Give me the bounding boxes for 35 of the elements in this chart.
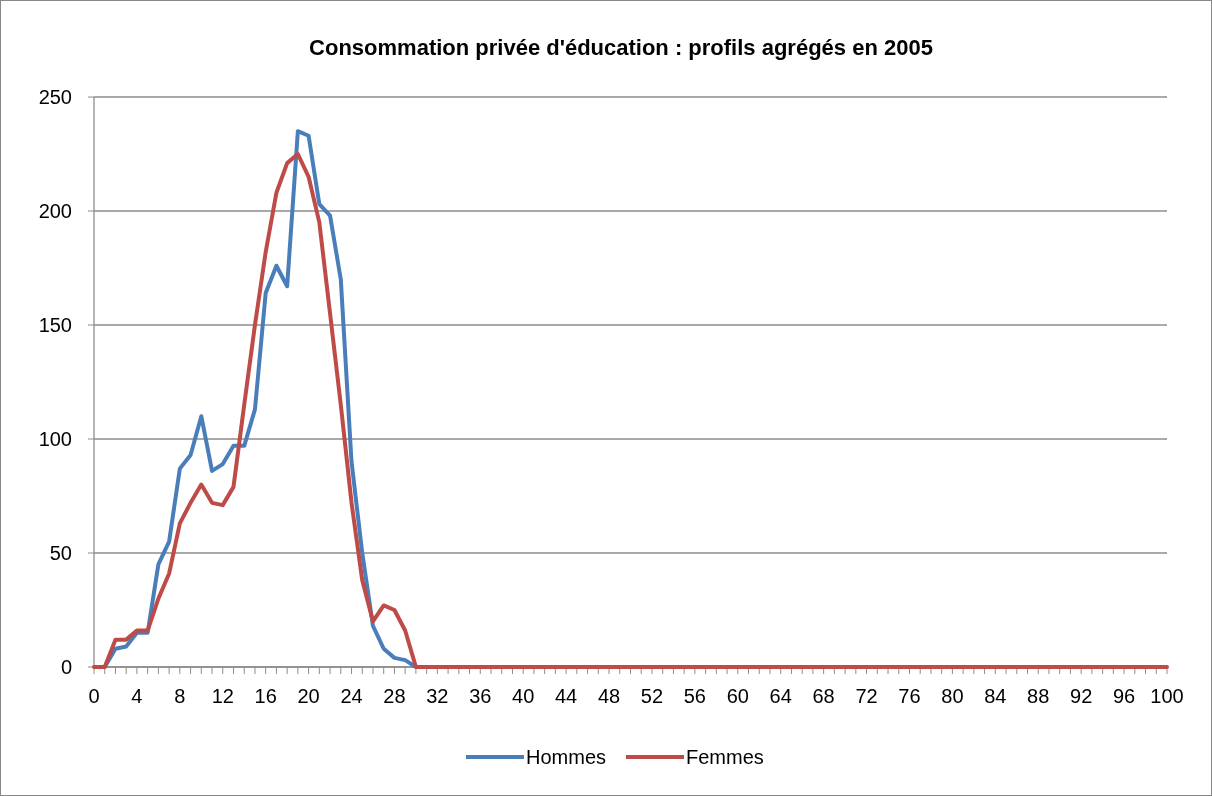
chart-title: Consommation privée d'éducation : profils agrégés en 2005 bbox=[309, 35, 933, 60]
x-tick-label: 76 bbox=[898, 685, 921, 707]
x-tick-label: 60 bbox=[726, 685, 749, 707]
x-tick-label: 8 bbox=[174, 685, 186, 707]
x-tick-label: 0 bbox=[88, 685, 100, 707]
x-tick-label: 36 bbox=[469, 685, 492, 707]
y-tick-label: 50 bbox=[49, 542, 72, 564]
x-tick-label: 16 bbox=[254, 685, 277, 707]
x-tick-label: 96 bbox=[1112, 685, 1136, 707]
x-tick-label: 28 bbox=[383, 685, 406, 707]
x-tick-label: 40 bbox=[512, 685, 535, 707]
x-tick-label: 32 bbox=[426, 685, 449, 707]
x-tick-label: 52 bbox=[640, 685, 664, 707]
x-tick-label: 48 bbox=[597, 685, 621, 707]
x-tick-label: 24 bbox=[340, 685, 363, 707]
y-tick-label: 200 bbox=[38, 200, 72, 222]
x-tick-label: 92 bbox=[1070, 685, 1093, 707]
y-tick-label: 250 bbox=[38, 86, 72, 108]
y-tick-label: 0 bbox=[60, 656, 72, 678]
x-tick-label: 4 bbox=[131, 685, 143, 707]
x-tick-label: 80 bbox=[941, 685, 964, 707]
x-tick-label: 56 bbox=[683, 685, 707, 707]
x-tick-label: 68 bbox=[812, 685, 835, 707]
y-tick-label: 150 bbox=[38, 314, 72, 336]
x-tick-label: 12 bbox=[211, 685, 234, 707]
x-tick-label: 44 bbox=[554, 685, 578, 707]
legend-label: Hommes bbox=[526, 746, 607, 768]
x-tick-label: 72 bbox=[855, 685, 878, 707]
x-tick-label: 20 bbox=[297, 685, 320, 707]
y-tick-label: 100 bbox=[38, 428, 72, 450]
x-tick-label: 88 bbox=[1027, 685, 1050, 707]
x-tick-label: 100 bbox=[1150, 685, 1184, 707]
legend-label: Femmes bbox=[686, 746, 764, 768]
x-tick-label: 64 bbox=[769, 685, 792, 707]
x-tick-label: 84 bbox=[984, 685, 1007, 707]
